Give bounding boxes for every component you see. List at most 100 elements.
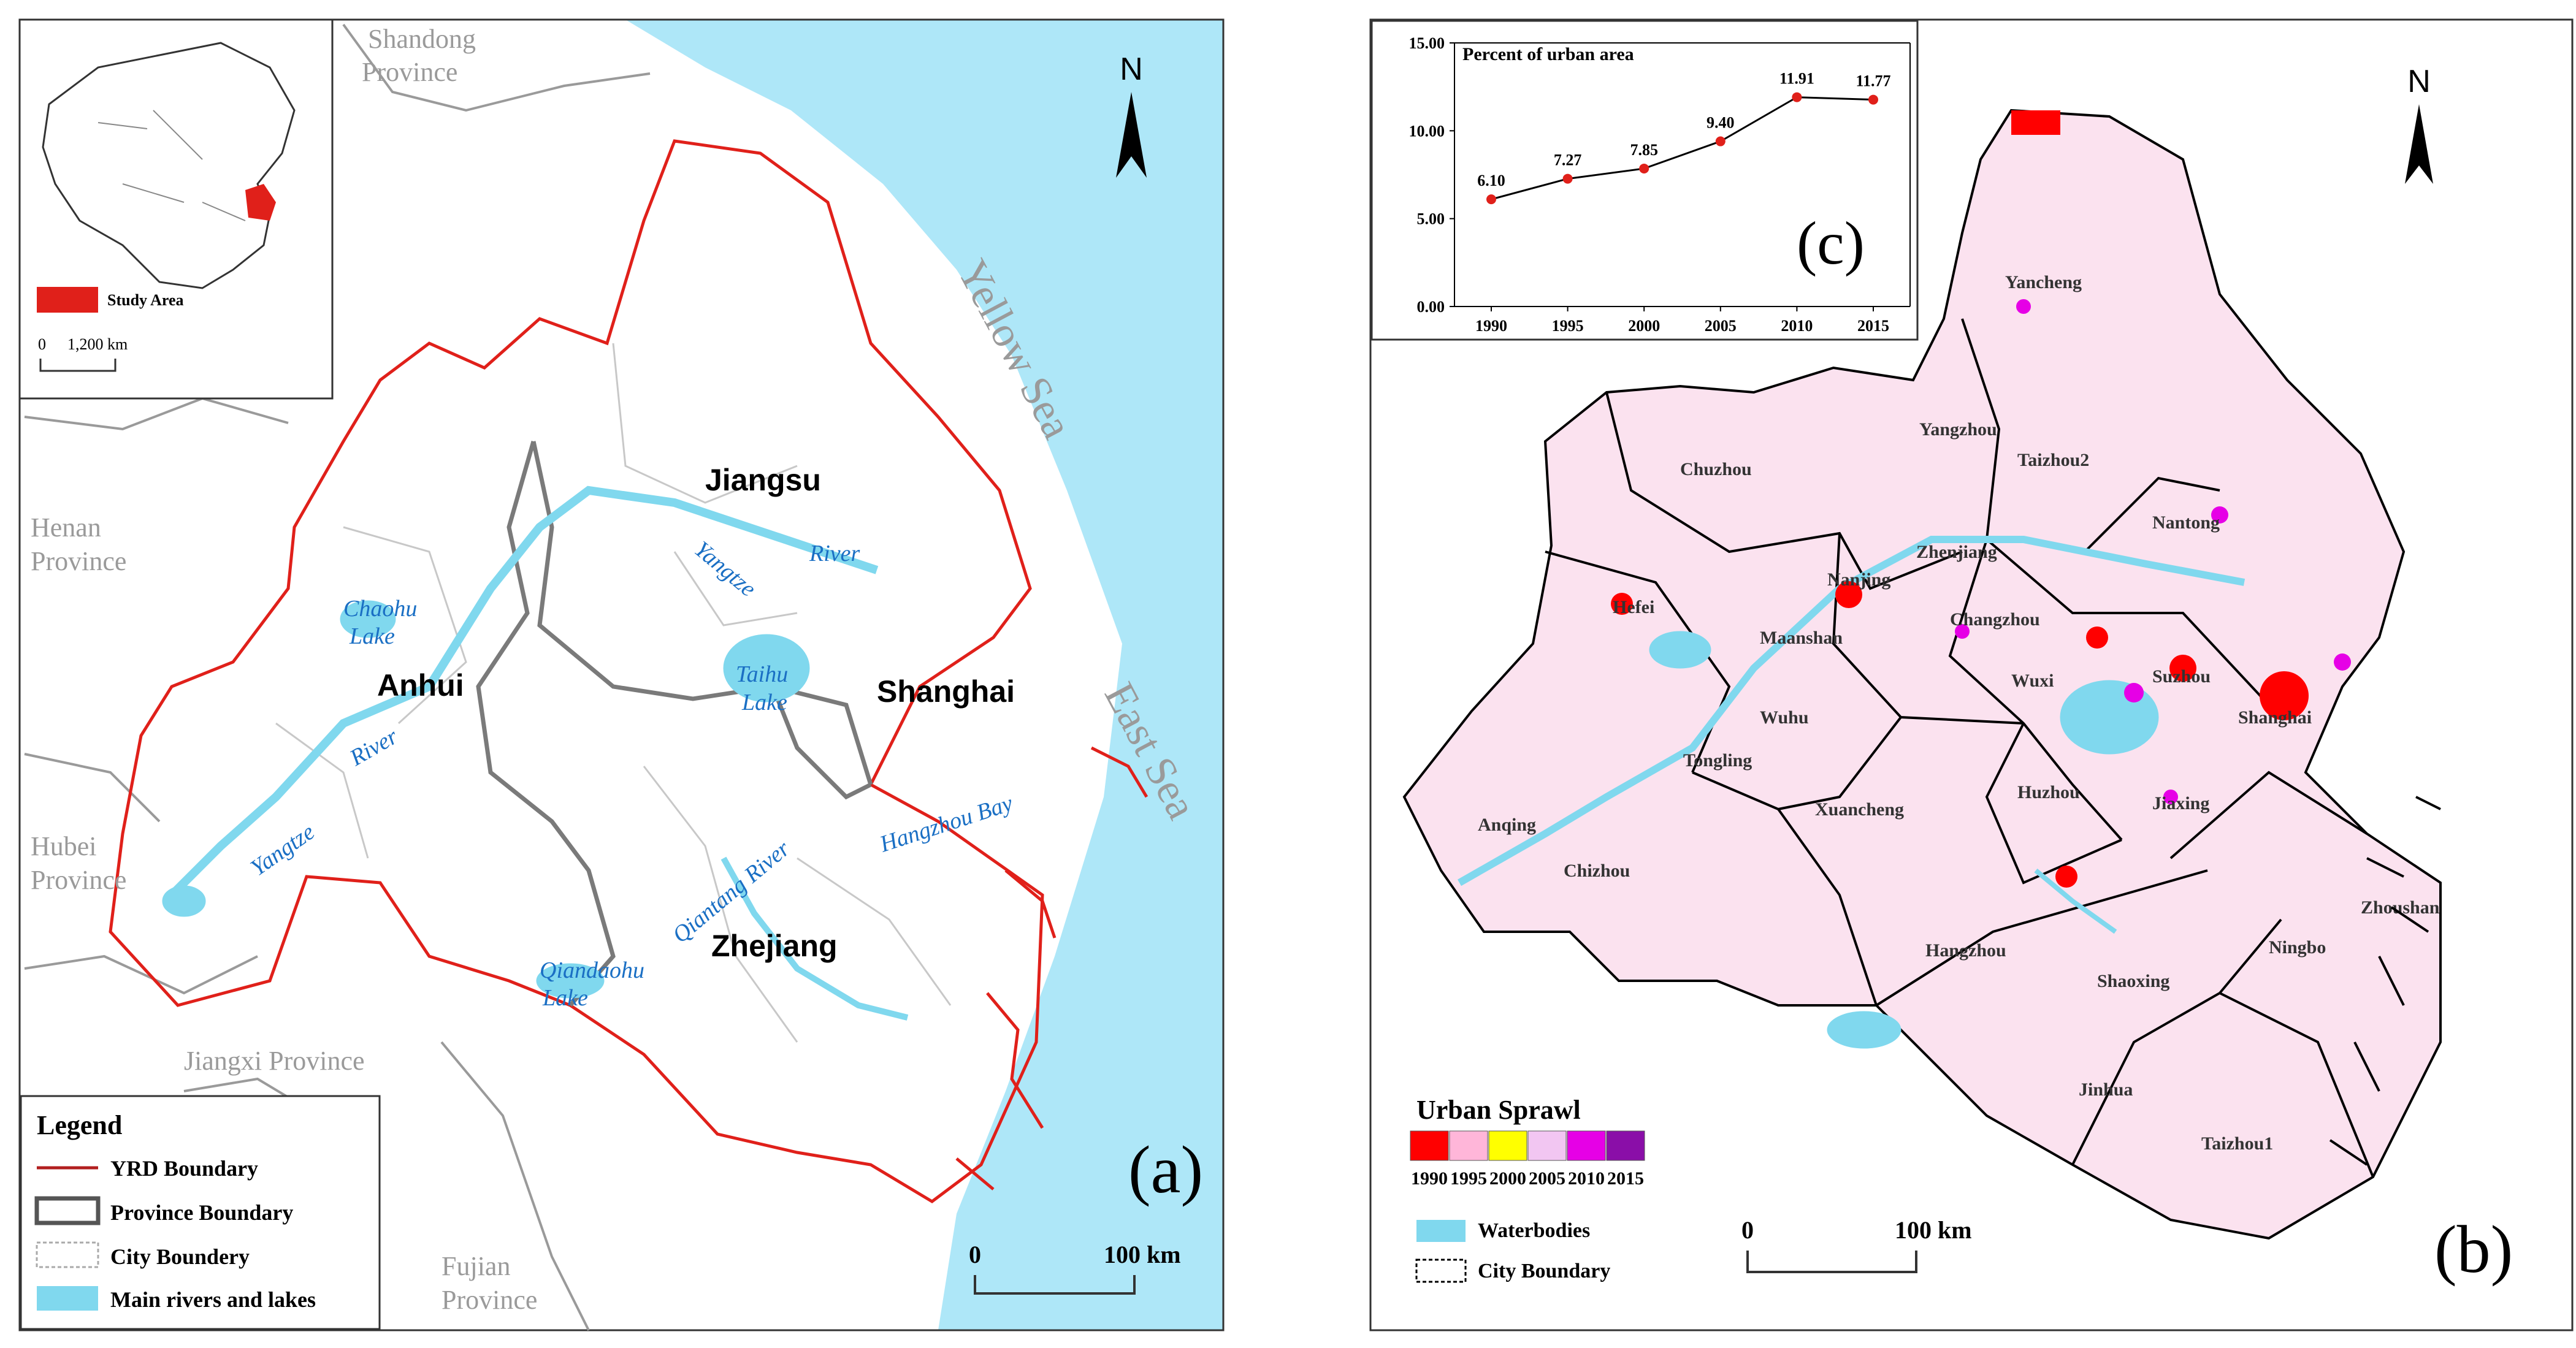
panel-a-scale: 0 100 km [969,1241,1181,1295]
city-label: Chizhou [1564,861,1630,881]
legend-symbol-city [36,1241,99,1268]
x-tick-label: 2005 [1705,317,1737,335]
north-label: N [1120,51,1143,87]
scale-bar-b [1746,1251,1917,1273]
data-label: 7.85 [1630,141,1658,159]
year-label: 1990 [1411,1168,1448,1189]
city-label: Taizhou1 [2201,1133,2273,1154]
inset-scale-bar [39,359,117,372]
panel-label-a: (a) [1128,1132,1203,1207]
inset-province-lines [97,110,246,221]
city-label: Ningbo [2269,937,2326,958]
water-label: Qiandaohu [540,958,644,983]
city-label: Hangzhou [1925,940,2006,961]
urban-sprawl-pixels [1955,299,2351,804]
neighbor-province-word: Province [31,546,126,576]
y-tick-label: 0.00 [1417,298,1445,316]
panel-label-c: (c) [1797,209,1865,277]
year-swatch [1567,1130,1606,1161]
province-label-jiangsu: Jiangsu [705,463,821,497]
inset-study-area [245,184,276,221]
water-labels: Yangtze River Yangtze River Chaohu Lake … [246,536,1016,1011]
inset-scale-label: 1,200 km [67,335,128,353]
x-tick-label: 1995 [1552,317,1584,335]
neighbor-province-name: Shandong [368,24,476,54]
year-label: 1995 [1450,1168,1487,1189]
panel-b-city-labels: Yancheng Yangzhou Taizhou2 Chuzhou Nanto… [1478,272,2440,1154]
water-label: Chaohu [343,596,417,622]
neighbor-boundaries [24,23,651,1331]
city-label: Chuzhou [1680,459,1752,479]
legend-title-b: Urban Sprawl [1416,1095,1581,1125]
legend-city-boundary-label: City Boundary [1478,1260,1610,1282]
panel-a-legend: Legend YRD Boundary Province Boundary Ci… [20,1095,381,1330]
city-label: Shaoxing [2097,971,2169,991]
city-label: Yangzhou [1919,419,1997,440]
x-tick-label: 2010 [1781,317,1813,335]
neighbor-province-name: Henan [31,512,101,543]
neighbor-province-name: Jiangxi Province [184,1046,365,1076]
north-arrow-icon-b [2405,104,2433,184]
city-label: Nantong [2152,512,2220,533]
legend-symbol-water [37,1286,98,1311]
rivers-and-lakes [162,486,909,1021]
data-point [1715,136,1726,147]
data-label: 11.91 [1779,70,1814,88]
inset-frame [18,18,334,400]
y-tick-label: 5.00 [1417,210,1445,228]
province-label-zhejiang: Zhejiang [711,929,838,963]
panel-b-north-arrow: N [2405,64,2433,184]
data-point [1562,173,1573,184]
inset-map: Study Area 0 1,200 km [18,18,334,400]
city-label: Yancheng [2005,272,2082,292]
china-outline [42,42,296,289]
city-label: Wuhu [1760,707,1809,728]
province-label-shanghai: Shanghai [877,674,1015,709]
city-boundaries [275,343,952,1043]
city-label: Wuxi [2011,671,2054,691]
data-point [1868,94,1878,105]
year-swatch [1449,1130,1488,1161]
data-point [1486,194,1496,205]
x-tick-label: 2000 [1628,317,1660,335]
neighbor-province-name: Fujian [441,1251,510,1281]
water-label: Lake [741,690,787,715]
north-label-b: N [2407,64,2431,99]
year-label: 2010 [1568,1168,1605,1189]
chart-plot: 0.00 5.00 10.00 15.00 1990 1995 2000 2005 2010 20… [1409,34,1911,335]
panel-a-frame [18,18,1225,1331]
city-label: Anqing [1478,815,1536,835]
year-label: 2000 [1489,1168,1526,1189]
inset-legend-label: Study Area [107,291,184,309]
city-label: Huzhou [2017,782,2080,802]
x-tick-label: 1990 [1475,317,1507,335]
water-label: River [809,541,860,566]
legend-item-city: City Boundery [110,1244,250,1269]
sea-area [625,20,1223,1330]
city-label: Hefei [1613,597,1654,617]
city-label: Zhoushan [2361,897,2440,918]
north-arrow: N [1116,51,1147,178]
legend-waterbodies-label: Waterbodies [1478,1219,1590,1242]
year-swatch [1488,1130,1527,1161]
city-label: Xuancheng [1815,799,1904,820]
chart-c: Percent of urban area (c) 0.00 5.00 10.00 1… [1370,20,1919,341]
chart-title: Percent of urban area [1462,44,1634,64]
panel-b-waterbodies [1458,536,2245,1049]
legend-item-province: Province Boundary [110,1200,293,1225]
water-label: Yangtze [689,536,761,602]
data-label: 9.40 [1707,114,1735,132]
year-swatches: 1990 1995 2000 2005 2010 2015 [1410,1130,1645,1189]
year-swatch [1606,1130,1645,1161]
panel-label-b: (b) [2434,1212,2513,1287]
scale-end-b: 100 km [1895,1216,1972,1244]
neighbor-province-word: Province [362,57,457,87]
water-label: Lake [542,985,588,1011]
legend-title: Legend [37,1110,122,1140]
urban-sprawl-region [1402,109,2442,1240]
city-label: Shanghai [2238,707,2312,728]
water-label: Taihu [736,661,788,687]
panel-b-scale: 0 100 km [1741,1216,1972,1273]
city-label: Maanshan [1760,628,1843,648]
legend-symbol-province [34,1196,101,1225]
